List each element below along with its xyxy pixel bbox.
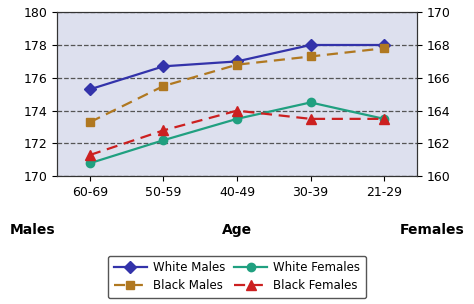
Text: Females: Females	[400, 223, 465, 237]
Legend: White Males, Black Males, White Females, Black Females: White Males, Black Males, White Females,…	[108, 256, 366, 298]
Text: Males: Males	[9, 223, 55, 237]
Text: Age: Age	[222, 223, 252, 237]
